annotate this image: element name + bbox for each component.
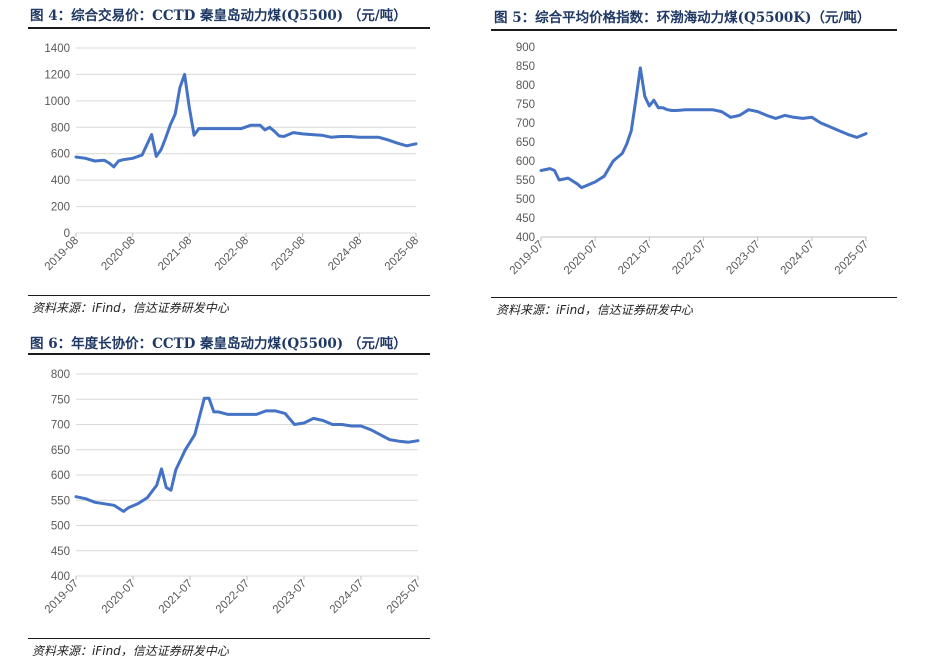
y-tick-label: 750 (51, 394, 70, 406)
title-rule-1 (28, 27, 430, 29)
series-line (74, 396, 420, 513)
x-tick-label: 2020-07 (562, 239, 600, 277)
x-tick-label: 2021-07 (157, 578, 195, 616)
y-tick-label: 650 (516, 137, 535, 149)
x-tick-label: 2023-07 (724, 239, 762, 277)
x-tick-label: 2019-08 (43, 235, 81, 273)
y-tick-label: 800 (516, 80, 535, 92)
x-tick-label: 2021-07 (616, 239, 654, 277)
y-tick-label: 200 (51, 202, 70, 214)
chart-3-svg: 400 450 500 550 600 650 700 750 800 2019-07 2020-0… (43, 369, 423, 616)
x-tick-label: 2022-07 (670, 239, 708, 277)
x-tick-label: 2025-07 (385, 578, 423, 616)
y-tick-label: 800 (51, 369, 70, 381)
x-tick-label: 2019-07 (43, 578, 81, 616)
x-tick-label: 2024-08 (326, 235, 364, 273)
x-tick-label: 2023-07 (271, 578, 309, 616)
title-rule-2 (491, 29, 897, 31)
chart-title-3: 图 6：年度长协价：CCTD 秦皇岛动力煤(Q5500) （元/吨） (30, 336, 407, 352)
y-tick-label: 900 (516, 42, 535, 54)
chart-2-svg: 400 450 500 550 600 650 700 750 800 850 900 2019-07… (508, 42, 871, 277)
y-tick-label: 0 (64, 228, 70, 240)
y-tick-label: 400 (51, 571, 70, 583)
y-tick-label: 600 (51, 470, 70, 482)
y-tick-label: 1200 (44, 69, 70, 81)
source-rule-1 (28, 295, 430, 296)
source-rule-2 (491, 297, 897, 298)
y-tick-label: 550 (51, 495, 70, 507)
y-tick-label: 600 (516, 156, 535, 168)
y-tick-label: 400 (516, 232, 535, 244)
y-tick-label: 700 (51, 420, 70, 432)
y-tick-label: 650 (51, 445, 70, 457)
y-tick-label: 600 (51, 149, 70, 161)
y-tick-label: 700 (516, 118, 535, 130)
chart-title-1: 图 4：综合交易价：CCTD 秦皇岛动力煤(Q5500) （元/吨） (30, 8, 407, 24)
y-tick-label: 1000 (44, 96, 70, 108)
x-tick-label: 2021-08 (156, 235, 194, 273)
x-tick-label: 2020-07 (100, 578, 138, 616)
chart-title-2: 图 5：综合平均价格指数：环渤海动力煤(Q5500K)（元/吨） (494, 10, 871, 26)
x-tick-label: 2019-07 (508, 239, 546, 277)
y-tick-label: 500 (516, 194, 535, 206)
x-tick-label: 2022-08 (213, 235, 251, 273)
y-tick-label: 800 (51, 122, 70, 134)
x-tick-label: 2023-08 (269, 235, 307, 273)
source-note-1: 资料来源：iFind，信达证券研发中心 (32, 301, 229, 315)
series-line (74, 72, 418, 169)
y-tick-label: 550 (516, 175, 535, 187)
x-tick-label: 2024-07 (779, 239, 817, 277)
y-tick-label: 750 (516, 99, 535, 111)
series-line (539, 66, 868, 190)
y-tick-label: 850 (516, 61, 535, 73)
title-rule-3 (28, 353, 430, 355)
x-tick-label: 2024-07 (328, 578, 366, 616)
chart-1-svg: 0 200 400 600 800 1000 1200 1400 2019-08 2020-08 2… (43, 43, 421, 273)
y-tick-label: 400 (51, 175, 70, 187)
x-tick-label: 2025-07 (833, 239, 871, 277)
y-tick-label: 450 (516, 213, 535, 225)
source-note-3: 资料来源：iFind，信达证券研发中心 (32, 644, 229, 658)
source-note-2: 资料来源：iFind，信达证券研发中心 (496, 303, 693, 317)
y-tick-label: 450 (51, 546, 70, 558)
y-tick-label: 500 (51, 521, 70, 533)
y-tick-label: 1400 (44, 43, 70, 55)
x-tick-label: 2025-08 (383, 235, 421, 273)
source-rule-3 (28, 638, 430, 639)
x-tick-label: 2020-08 (99, 235, 137, 273)
x-tick-label: 2022-07 (214, 578, 252, 616)
